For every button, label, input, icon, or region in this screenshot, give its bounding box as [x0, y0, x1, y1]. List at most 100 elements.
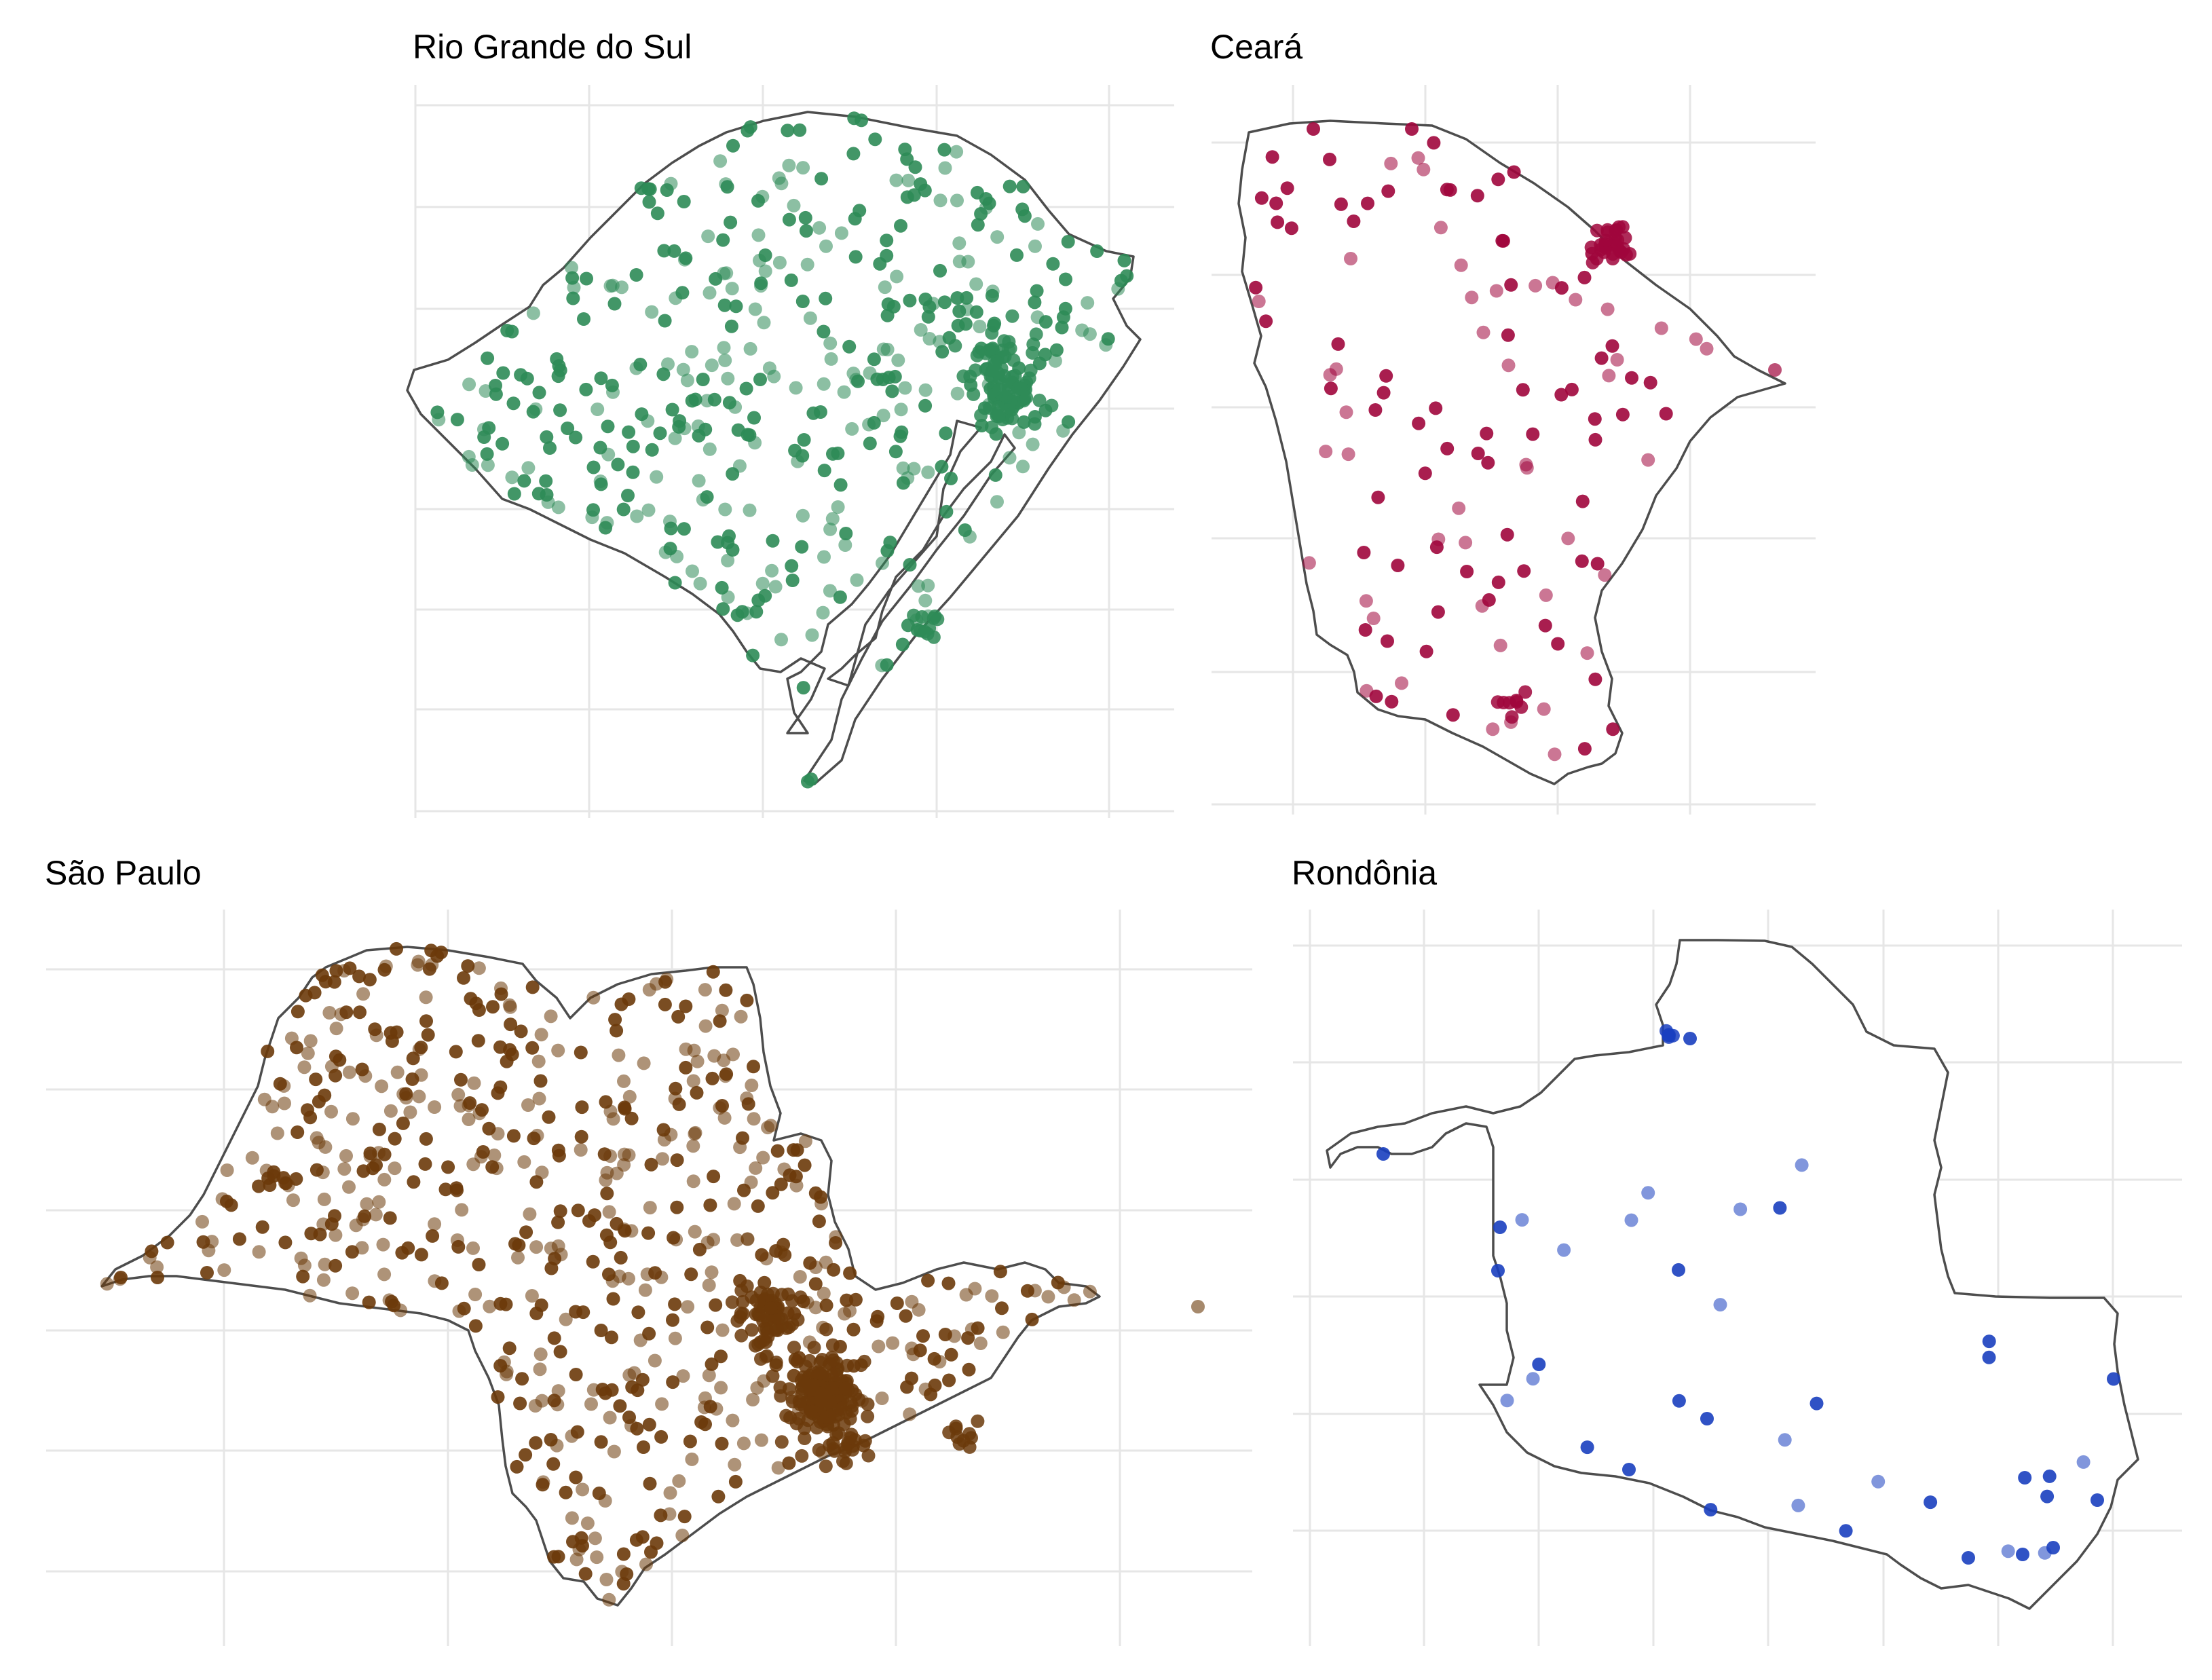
- municipality-point: [713, 1014, 727, 1028]
- municipality-point: [512, 1238, 526, 1252]
- municipality-point: [789, 381, 803, 395]
- municipality-point: [1662, 1028, 1676, 1043]
- municipality-point: [914, 323, 928, 337]
- municipality-point: [594, 371, 608, 386]
- municipality-point: [770, 1144, 785, 1158]
- municipality-point: [862, 417, 876, 432]
- municipality-point: [819, 1255, 833, 1269]
- municipality-point: [1545, 276, 1560, 290]
- municipality-point: [506, 396, 521, 411]
- municipality-point: [718, 1069, 732, 1083]
- municipality-point: [772, 255, 787, 269]
- municipality-point: [648, 1266, 662, 1280]
- municipality-point: [614, 1250, 628, 1265]
- municipality-point: [894, 219, 907, 233]
- municipality-point: [1791, 1498, 1805, 1512]
- municipality-point: [552, 1149, 566, 1163]
- municipality-point: [318, 1257, 332, 1271]
- municipality-point: [1433, 221, 1448, 235]
- municipality-point: [819, 291, 833, 305]
- municipality-point: [593, 441, 607, 455]
- municipality-point: [831, 500, 845, 514]
- municipality-point: [616, 502, 631, 517]
- municipality-point: [622, 425, 636, 439]
- municipality-point: [1491, 1264, 1505, 1277]
- municipality-point: [655, 1397, 669, 1411]
- municipality-point: [913, 1343, 927, 1358]
- municipality-point: [842, 339, 857, 354]
- municipality-point: [664, 176, 678, 191]
- municipality-point: [217, 1263, 231, 1277]
- municipality-point: [666, 1375, 680, 1389]
- municipality-point: [717, 267, 731, 280]
- municipality-point: [559, 1312, 573, 1326]
- municipality-point: [711, 535, 725, 549]
- municipality-point: [297, 1258, 312, 1273]
- municipality-point: [1446, 708, 1460, 722]
- municipality-point: [396, 1116, 410, 1130]
- municipality-point: [1061, 235, 1075, 248]
- municipality-point: [995, 343, 1009, 358]
- municipality-point: [531, 487, 546, 501]
- municipality-point: [1090, 244, 1104, 258]
- municipality-point: [383, 1104, 398, 1118]
- municipality-point: [539, 474, 553, 488]
- municipality-point: [692, 474, 706, 488]
- municipality-point: [918, 293, 933, 306]
- municipality-point: [813, 405, 827, 419]
- municipality-point: [559, 1485, 573, 1499]
- municipality-point: [504, 1018, 518, 1032]
- municipality-point: [812, 1214, 826, 1229]
- municipality-point: [421, 1028, 435, 1042]
- municipality-point: [1548, 747, 1562, 762]
- municipality-point: [764, 1301, 778, 1315]
- municipality-point: [745, 1079, 759, 1092]
- municipality-point: [734, 1009, 748, 1024]
- municipality-point: [593, 474, 607, 488]
- municipality-point: [803, 1256, 817, 1270]
- municipality-point: [551, 1043, 565, 1058]
- municipality-point: [715, 1099, 729, 1113]
- municipality-point: [584, 1397, 598, 1411]
- municipality-point: [631, 1383, 645, 1398]
- municipality-point: [705, 1357, 719, 1371]
- municipality-point: [1384, 156, 1398, 170]
- municipality-point: [441, 1160, 455, 1174]
- municipality-point: [814, 1197, 829, 1211]
- municipality-point: [286, 1193, 300, 1208]
- municipality-point: [515, 1372, 529, 1386]
- municipality-point: [1379, 369, 1393, 383]
- municipality-point: [505, 470, 519, 485]
- municipality-point: [616, 1577, 631, 1591]
- municipality-point: [755, 576, 770, 591]
- municipality-point: [861, 1449, 876, 1463]
- municipality-point: [362, 973, 377, 987]
- municipality-point: [688, 1127, 702, 1141]
- municipality-point: [1411, 151, 1425, 165]
- municipality-point: [1081, 296, 1095, 310]
- municipality-point: [1588, 432, 1602, 447]
- municipality-point: [996, 1325, 1010, 1339]
- municipality-point: [1028, 295, 1042, 310]
- municipality-point: [969, 277, 983, 291]
- municipality-point: [890, 1296, 904, 1310]
- municipality-point: [785, 1317, 800, 1331]
- municipality-point: [658, 545, 673, 559]
- municipality-point: [1575, 554, 1589, 568]
- municipality-point: [529, 1240, 544, 1254]
- municipality-point: [487, 1149, 502, 1162]
- municipality-point: [1507, 165, 1521, 179]
- municipality-point: [1041, 1290, 1055, 1304]
- municipality-point: [747, 411, 761, 425]
- municipality-point: [525, 1289, 539, 1303]
- municipality-point: [372, 1122, 386, 1136]
- municipality-point: [580, 272, 593, 286]
- municipality-point: [1768, 363, 1782, 377]
- municipality-point: [1334, 197, 1348, 211]
- municipality-point: [1055, 320, 1069, 335]
- municipality-point: [808, 1186, 823, 1200]
- municipality-point: [721, 371, 735, 386]
- municipality-point: [849, 373, 863, 387]
- municipality-point: [677, 1510, 692, 1524]
- municipality-point: [1643, 375, 1657, 390]
